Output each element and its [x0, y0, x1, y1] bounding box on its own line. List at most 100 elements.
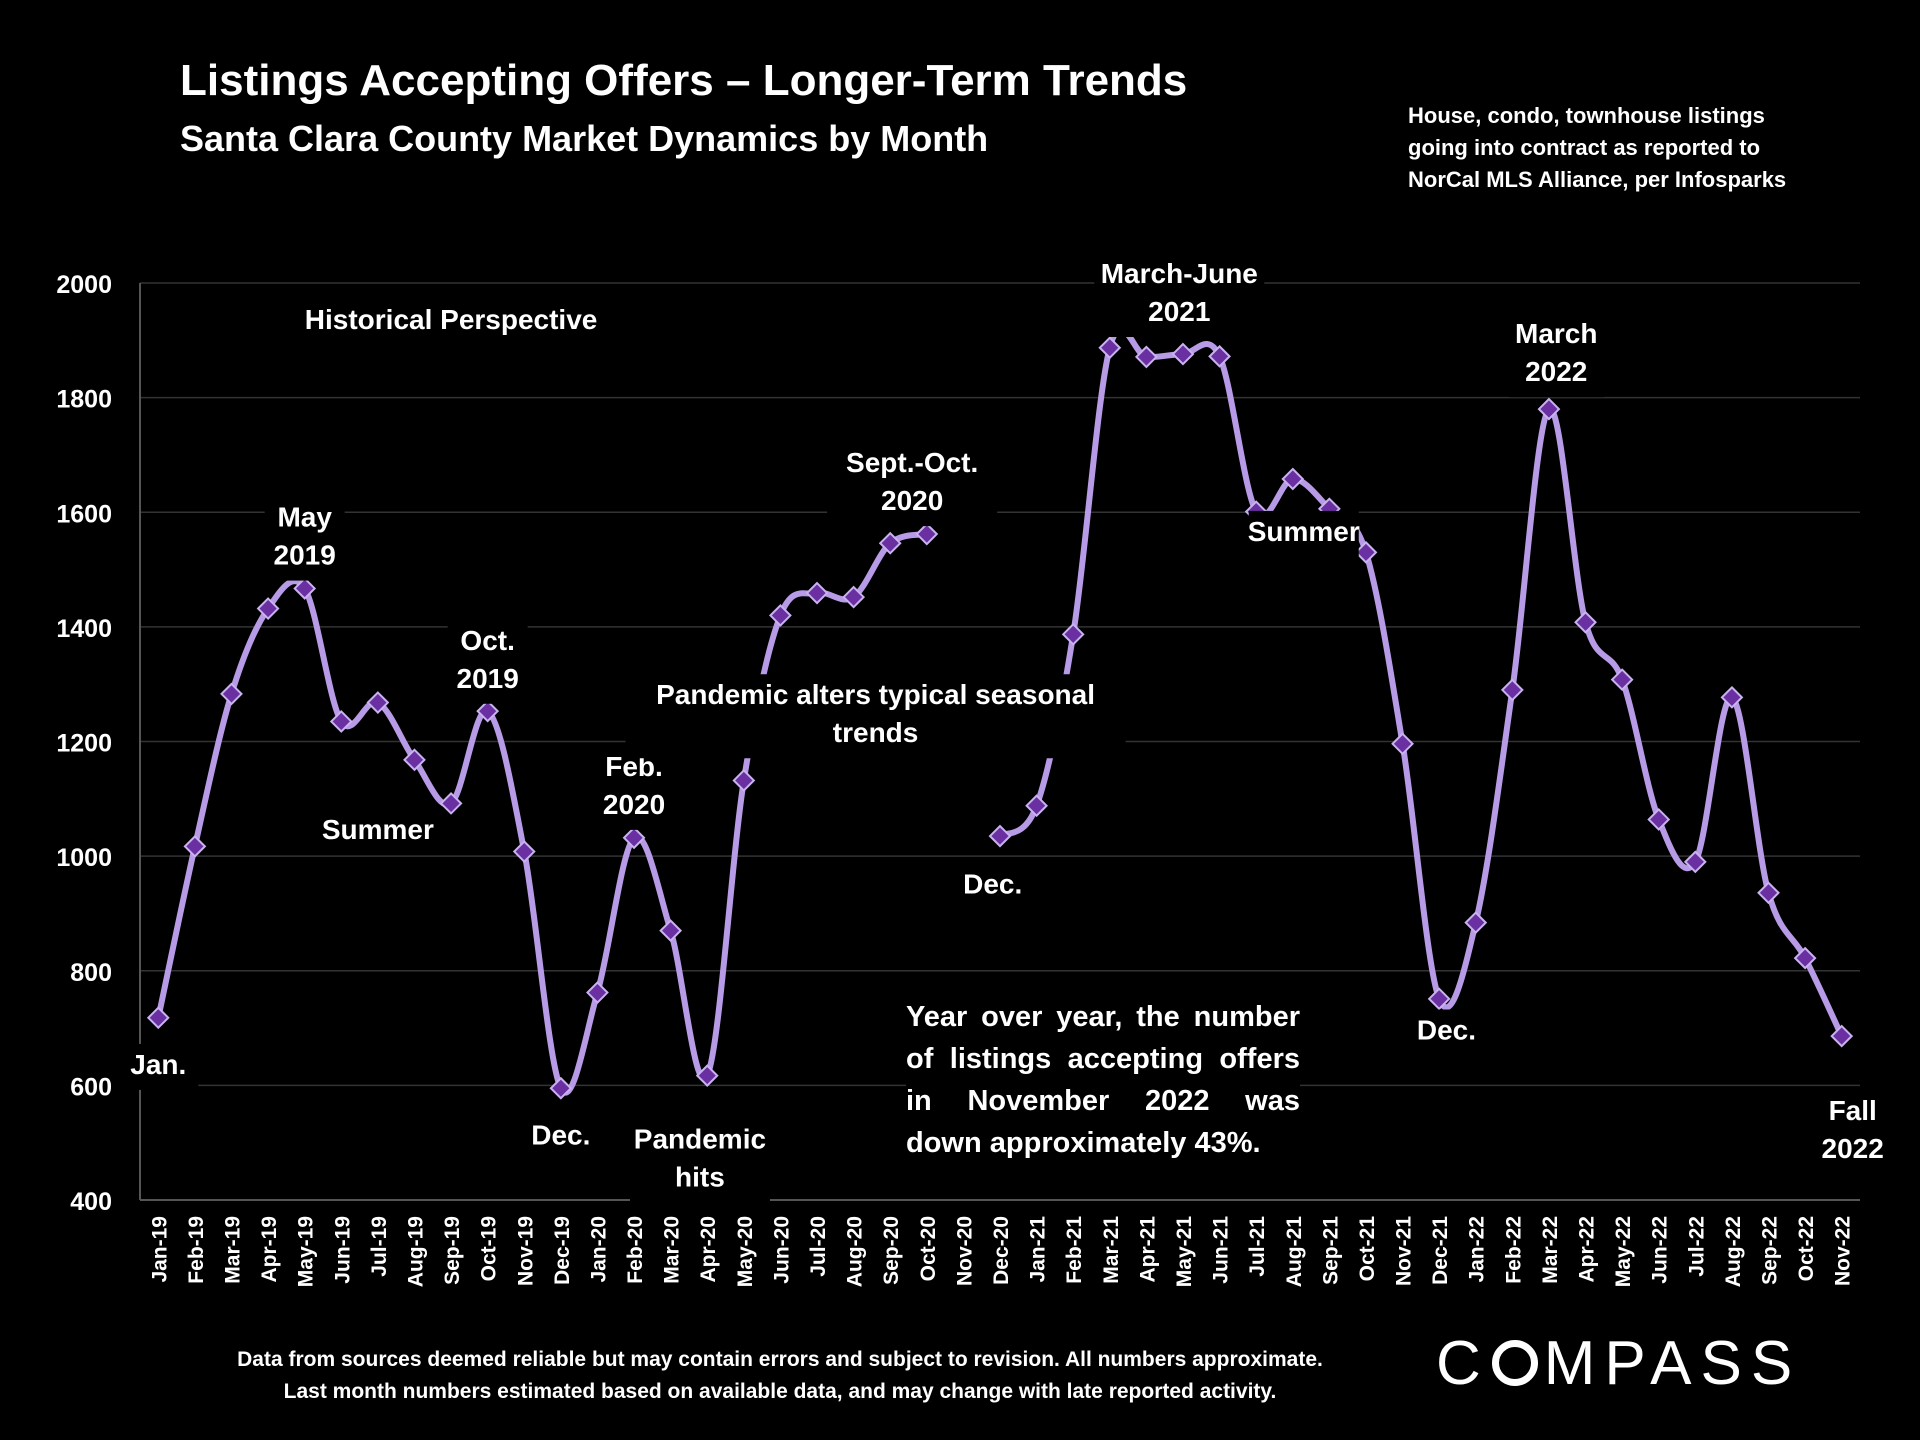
footer-disclaimer: Data from sources deemed reliable but ma…: [140, 1344, 1420, 1408]
x-tick-label: Mar-20: [661, 1216, 684, 1284]
series-line: [998, 326, 1845, 1038]
data-point: [403, 748, 426, 772]
annotation-label: March: [1515, 318, 1597, 349]
data-point: [220, 682, 243, 706]
annotation-label: Dec.: [963, 868, 1022, 899]
y-tick-label: 1800: [56, 386, 112, 414]
annotation-backing: [118, 1043, 199, 1090]
annotation-label: Summer: [322, 814, 434, 845]
x-tick-label: Mar-22: [1539, 1216, 1562, 1284]
annotation-backing: [952, 863, 1033, 910]
logo-ring-icon: [1491, 1340, 1538, 1386]
data-point: [1391, 732, 1414, 756]
annotation-backing: [276, 298, 627, 345]
data-point: [805, 581, 829, 605]
data-point: [915, 522, 939, 546]
annotation-label: trends: [833, 717, 919, 748]
data-point: [329, 710, 353, 733]
logo-text-right: MPASS: [1543, 1329, 1802, 1398]
x-tick-label: May-21: [1173, 1216, 1196, 1288]
data-point: [1647, 808, 1671, 831]
data-point: [1793, 946, 1817, 970]
x-tick-label: Feb-19: [185, 1216, 208, 1284]
x-tick-label: Feb-20: [624, 1216, 647, 1284]
x-tick-label: Jan-20: [587, 1216, 610, 1283]
annotation-backing: [625, 674, 1126, 759]
annotation-label: Pandemic alters typical seasonal: [656, 679, 1095, 710]
disclaimer-line-1: Data from sources deemed reliable but ma…: [237, 1348, 1323, 1371]
x-tick-label: Jan-19: [148, 1216, 171, 1283]
annotation-label: Jan.: [130, 1049, 186, 1080]
annotation-backing: [322, 808, 433, 855]
x-tick-label: Jun-21: [1210, 1216, 1233, 1284]
data-point: [146, 1006, 170, 1030]
data-point: [1683, 850, 1707, 874]
compass-logo: C MPASS: [1436, 1328, 1801, 1399]
data-point: [622, 826, 646, 850]
x-tick-label: May-22: [1612, 1216, 1635, 1287]
x-tick-label: Sep-22: [1759, 1216, 1782, 1285]
x-tick-label: Mar-21: [1100, 1216, 1123, 1284]
annotation-backing: [1812, 1089, 1893, 1174]
annotation-backing: [594, 745, 675, 830]
x-tick-label: Oct-22: [1795, 1216, 1818, 1281]
x-tick-label: Jul-19: [368, 1216, 391, 1277]
annotation-backing: [1248, 510, 1359, 557]
x-tick-label: Jul-22: [1685, 1216, 1708, 1277]
chart-title: Listings Accepting Offers – Longer-Term …: [180, 56, 1188, 105]
x-tick-label: Aug-20: [844, 1216, 867, 1287]
data-point: [732, 769, 756, 792]
annotation-label: Historical Perspective: [305, 304, 598, 335]
x-tick-label: Nov-21: [1393, 1216, 1416, 1286]
annotation-label: 2019: [457, 663, 519, 694]
data-point: [842, 585, 866, 609]
data-point: [878, 531, 902, 555]
data-point: [1208, 344, 1231, 368]
x-tick-label: Aug-22: [1722, 1216, 1745, 1287]
x-tick-label: Mar-19: [221, 1216, 244, 1284]
data-point: [1171, 342, 1195, 366]
data-point: [1354, 540, 1378, 564]
data-point: [183, 834, 207, 858]
x-tick-label: Apr-21: [1136, 1216, 1159, 1283]
annotation-label: hits: [675, 1161, 725, 1192]
x-tick-label: May-19: [295, 1216, 318, 1287]
y-tick-label: 1000: [56, 844, 112, 872]
data-point: [1098, 336, 1122, 360]
data-point: [659, 919, 683, 943]
x-tick-label: Sep-21: [1319, 1216, 1342, 1285]
x-tick-label: Jul-21: [1246, 1216, 1269, 1277]
data-point: [293, 577, 317, 600]
annotation-backing: [520, 1114, 601, 1161]
annotation-label: Summer: [1248, 516, 1360, 547]
y-tick-label: 1600: [56, 500, 112, 528]
x-tick-label: Apr-22: [1576, 1216, 1599, 1283]
annotation-label: Oct.: [460, 625, 514, 656]
annotation-label: Dec.: [1417, 1015, 1476, 1046]
data-point: [1574, 610, 1597, 634]
x-tick-label: Nov-22: [1832, 1216, 1855, 1286]
x-tick-label: Jul-20: [807, 1216, 830, 1277]
data-point: [1134, 345, 1158, 369]
series-line: [155, 531, 928, 1096]
x-tick-label: Oct-20: [917, 1216, 940, 1281]
chart-subtitle: Santa Clara County Market Dynamics by Mo…: [180, 118, 989, 159]
y-tick-label: 600: [70, 1073, 112, 1101]
x-tick-label: Apr-20: [697, 1216, 720, 1283]
data-point: [1281, 467, 1305, 491]
y-tick-label: 800: [70, 959, 112, 987]
annotation-label: 2020: [881, 485, 943, 516]
data-point: [769, 603, 792, 627]
x-tick-label: Dec-21: [1429, 1216, 1452, 1285]
yoy-callout: Year over year, the number of listings a…: [906, 996, 1300, 1164]
data-point: [512, 840, 536, 863]
annotation-label: 2021: [1148, 296, 1210, 327]
annotation-label: 2022: [1822, 1133, 1884, 1164]
annotation-label: Fall: [1829, 1095, 1877, 1126]
data-point: [1025, 794, 1049, 818]
annotation-backing: [629, 1118, 770, 1203]
x-tick-label: Sep-20: [880, 1216, 903, 1285]
annotation-backing: [264, 496, 345, 581]
x-tick-label: Feb-22: [1502, 1216, 1525, 1284]
annotation-label: Pandemic: [634, 1123, 766, 1154]
